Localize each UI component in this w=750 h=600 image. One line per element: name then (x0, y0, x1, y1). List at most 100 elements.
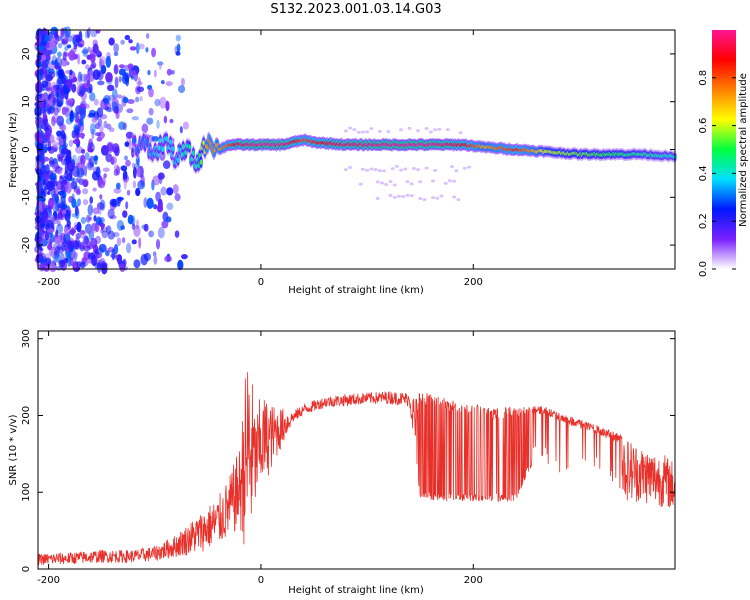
spectrogram-cell (77, 71, 82, 82)
spectrogram-cell (75, 207, 80, 220)
spectrogram-cell (92, 207, 100, 215)
spectrogram-cell (343, 168, 348, 172)
snr-y-label: SNR (10 * v/v) (8, 414, 19, 485)
spectrogram-cell (452, 195, 457, 199)
spectrogram-cell (156, 119, 160, 130)
spectrogram-cell (125, 131, 134, 139)
spectrogram-cell (110, 253, 118, 259)
spectrogram-cell (428, 130, 433, 134)
spectrogram-cell (105, 107, 114, 113)
spectrogram-cell (137, 77, 141, 87)
spectrogram-cell (396, 194, 401, 198)
spectrogram-cell (48, 238, 53, 246)
spectrogram-cell (51, 116, 56, 127)
x-tick-label: 200 (464, 575, 483, 586)
spectrogram-cell (50, 85, 57, 93)
spectrogram-cell (66, 240, 73, 250)
spectrogram-cell (106, 84, 115, 92)
spectrogram-cell (40, 262, 46, 269)
spectrogram-cell (58, 259, 66, 268)
spectrogram-cell (109, 198, 117, 207)
colorbar-label: Normalized spectral amplitude (738, 73, 749, 227)
spectrogram-cell (113, 51, 119, 57)
snr-series (37, 372, 676, 566)
spectrogram-cell (82, 47, 88, 58)
spectrogram-cell (377, 129, 382, 133)
spectrogram-cell (120, 165, 128, 172)
spectrogram-cell (82, 188, 89, 195)
spectrogram-cell (58, 246, 63, 254)
spectrogram-cell (93, 98, 99, 106)
spectrogram-cell (53, 107, 59, 115)
spectrogram-cell (71, 83, 77, 93)
spectrogram-cell (73, 260, 78, 270)
snr-panel: -200 0 200 300 200 100 0 Height of straight l… (8, 329, 676, 596)
spectrogram-cell (89, 155, 95, 168)
spectrogram-cell (95, 29, 101, 34)
spectrogram-cell (44, 134, 50, 147)
spectrogram-cell (135, 187, 141, 197)
spectrogram-cell (94, 154, 98, 165)
spectrogram-cell (360, 167, 365, 171)
spectrogram-cell (90, 53, 96, 64)
spectrogram-cell (51, 60, 55, 66)
spectrogram-cell (73, 39, 77, 48)
spectrogram-cell (56, 115, 65, 127)
spectrogram-cell (54, 252, 61, 263)
spectrogram-cell (64, 104, 73, 113)
y-tick-label: 0 (21, 566, 32, 572)
y-tick-label: 10 (21, 95, 32, 108)
spectrogram-cell (46, 180, 55, 192)
spectrogram-cell (100, 228, 104, 234)
spectrogram-cell (411, 167, 416, 171)
spectrogram-cell (133, 138, 137, 144)
spectrogram-cell (43, 172, 48, 182)
spectrogram-cell (435, 196, 440, 200)
spectrogram-cell (407, 126, 412, 130)
spectrogram-cell (70, 250, 79, 259)
spectrogram-cell (44, 129, 52, 138)
spectrogram-cell (373, 168, 378, 172)
spectrogram-cell (128, 39, 133, 44)
spectrogram-cell (140, 253, 148, 266)
spectrogram-cell (79, 107, 86, 119)
spectrogram-cell (175, 34, 182, 42)
spectrogram-cell (386, 130, 391, 134)
spectrogram-cell (73, 252, 78, 261)
spectrogram-cell (174, 193, 181, 202)
spectrogram-cell (57, 76, 63, 87)
spectrogram-cell (65, 181, 72, 194)
spectrogram-cell (76, 167, 85, 178)
spectrogram-cell (78, 30, 83, 43)
spectrogram-cell (36, 36, 41, 43)
spectrogram-cell (131, 223, 136, 230)
spectrogram-cell (113, 168, 119, 177)
spectrogram-cell (157, 172, 165, 180)
spectrogram-cell (114, 146, 120, 157)
x-tick-label: 0 (258, 277, 264, 288)
spectrogram-cell (35, 168, 43, 176)
spectrogram-cell (46, 228, 55, 233)
spectrogram-cell (113, 64, 119, 75)
spectrogram-cell (145, 33, 150, 39)
spectrogram-cell (126, 108, 134, 114)
spectrogram-cell (348, 126, 353, 130)
spectrogram-cell (62, 51, 67, 62)
spectrogram-cell (356, 130, 361, 134)
spectrogram-cell (113, 43, 120, 53)
spectrogram-cell (138, 237, 142, 249)
spectrogram-cell (450, 165, 455, 169)
spectrogram-cell (392, 195, 397, 199)
spectrogram-cell (107, 102, 112, 113)
spectrogram-cell (133, 259, 141, 269)
spectrogram-cell (117, 196, 122, 204)
spectrogram-cell (124, 155, 128, 161)
spectrogram-cell (94, 132, 102, 137)
spectrogram-cell (166, 202, 174, 211)
spectrogram-cell (99, 199, 106, 211)
spectrogram-cell (377, 169, 382, 173)
spectrogram-cell (156, 61, 164, 66)
spectrogram-cell (394, 164, 399, 168)
spectrogram-cell (56, 223, 64, 235)
